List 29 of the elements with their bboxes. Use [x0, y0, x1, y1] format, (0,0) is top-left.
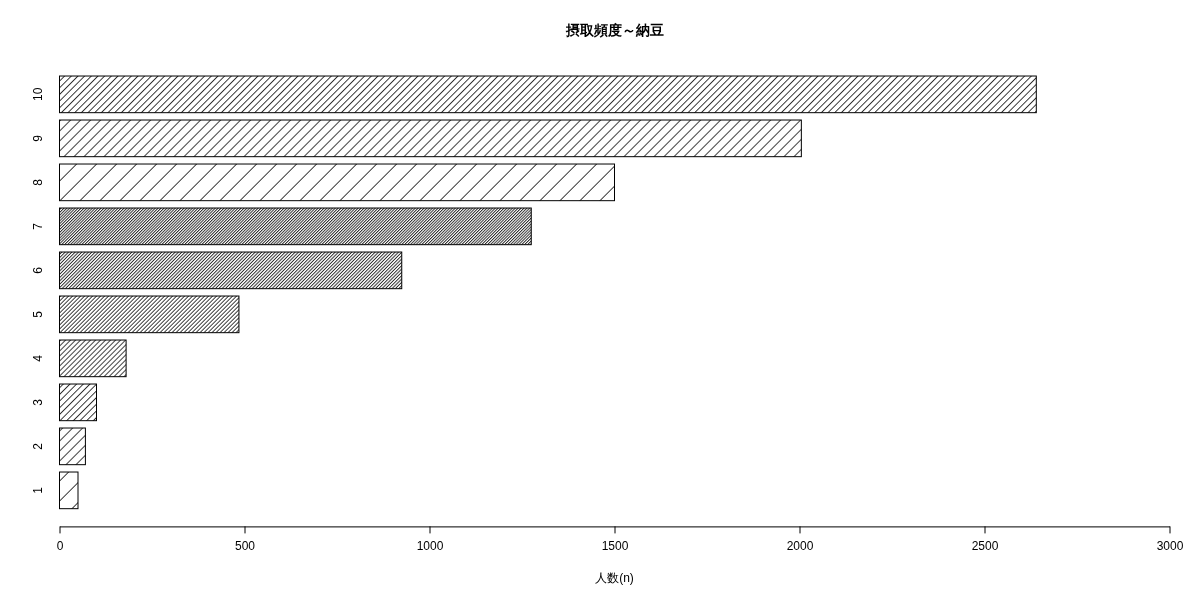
- x-tick-label: 2500: [971, 538, 999, 553]
- y-tick-label: 1: [31, 486, 45, 494]
- x-tick-label: 2000: [786, 538, 814, 553]
- bar: [59, 383, 97, 422]
- y-tick-label: 6: [31, 266, 45, 274]
- bar: [59, 163, 615, 202]
- bar: [59, 471, 79, 510]
- y-tick-label: 8: [31, 178, 45, 186]
- bar: [59, 339, 127, 378]
- chart-title: 摂取頻度～納豆: [564, 22, 664, 38]
- bar: [59, 75, 1037, 114]
- x-tick-label: 0: [56, 538, 64, 553]
- y-tick-label: 10: [31, 87, 45, 102]
- x-axis-title: 人数(n): [595, 571, 634, 585]
- bar: [59, 427, 86, 466]
- y-tick-label: 3: [31, 398, 45, 406]
- x-tick-label: 1500: [601, 538, 629, 553]
- bar: [59, 295, 240, 334]
- y-tick-label: 7: [31, 222, 45, 230]
- bar: [59, 119, 802, 158]
- y-tick-label: 2: [31, 442, 45, 450]
- y-tick-label: 9: [31, 134, 45, 142]
- x-tick-label: 500: [234, 538, 256, 553]
- bar: [59, 251, 403, 290]
- x-tick-label: 1000: [416, 538, 444, 553]
- bar: [59, 207, 532, 246]
- y-tick-label: 5: [31, 310, 45, 318]
- x-tick-label: 3000: [1156, 538, 1184, 553]
- y-tick-label: 4: [31, 354, 45, 362]
